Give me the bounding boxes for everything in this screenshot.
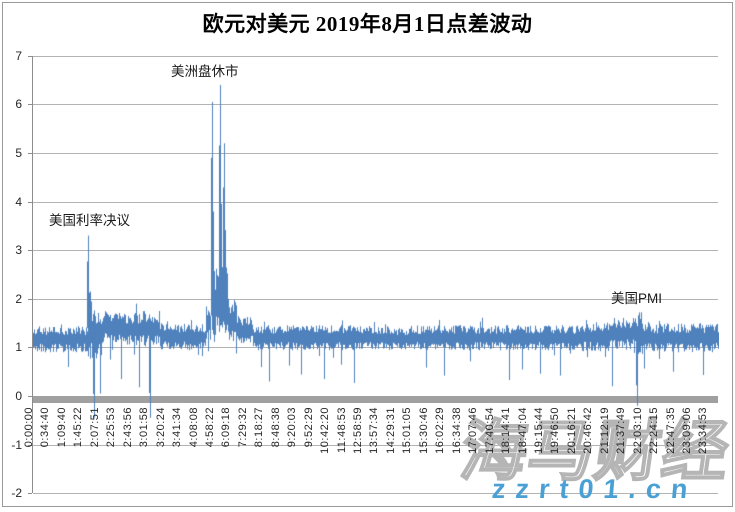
x-tick-label: 3:41:34 — [171, 407, 184, 448]
x-tick-label: 1:45:22 — [72, 407, 85, 448]
y-tick-mark — [28, 104, 32, 106]
x-tick-label: 14:29:31 — [384, 407, 397, 454]
y-tick-label: 4 — [15, 194, 22, 209]
y-tick-mark — [28, 444, 32, 446]
x-tick-label: 4:58:22 — [203, 407, 216, 448]
y-tick-mark — [28, 153, 32, 154]
y-tick-mark — [28, 493, 32, 495]
x-tick-label: 11:48:53 — [335, 407, 348, 454]
x-tick-label: 21:12:19 — [598, 407, 611, 454]
y-tick-mark — [28, 250, 32, 252]
x-tick-label: 22:47:35 — [664, 407, 677, 454]
x-tick-label: 22:03:10 — [631, 407, 644, 454]
x-tick-label: 17:07:46 — [467, 407, 480, 454]
x-tick-label: 7:29:32 — [236, 407, 249, 448]
x-tick-label: 23:09:06 — [681, 407, 693, 454]
x-tick-label: 6:09:18 — [220, 407, 233, 448]
x-tick-label: 2:25:53 — [105, 407, 118, 448]
x-tick-label: 18:47:04 — [516, 407, 529, 454]
x-tick-label: 20:46:42 — [582, 407, 595, 454]
annotation-market-close: 美洲盘休市 — [171, 64, 239, 79]
series-canvas — [33, 48, 719, 460]
y-tick-label: -2 — [11, 486, 22, 501]
y-tick-mark — [28, 347, 32, 349]
x-tick-label: 4:08:08 — [187, 407, 200, 448]
chart-title: 欧元对美元 2019年8月1日点差波动 — [202, 12, 533, 36]
y-tick-mark — [28, 298, 32, 300]
y-tick-label: 2 — [15, 291, 22, 306]
x-tick-label: 12:58:59 — [352, 407, 364, 454]
x-tick-label: 16:02:29 — [434, 407, 447, 454]
x-tick-label: 0:34:40 — [39, 407, 52, 448]
x-tick-label: 2:43:56 — [121, 407, 134, 448]
x-tick-label: 22:24:15 — [648, 407, 661, 454]
watermark-url: zzrt01.cn — [490, 474, 699, 504]
x-tick-label: 9:20:03 — [286, 407, 299, 448]
x-tick-label: 19:46:50 — [549, 407, 562, 454]
y-tick-mark — [28, 55, 32, 57]
x-tick-label: 1:09:40 — [55, 407, 68, 448]
annotation-us-pmi: 美国PMI — [611, 291, 663, 306]
x-tick-label: 13:57:34 — [368, 407, 381, 454]
x-tick-label: 9:52:29 — [302, 407, 315, 448]
y-axis-line — [32, 55, 33, 494]
x-tick-label: 16:34:38 — [450, 407, 463, 454]
x-tick-label: 8:18:27 — [253, 407, 266, 448]
x-tick-label: 19:15:44 — [532, 407, 545, 454]
x-tick-label: 18:14:41 — [500, 407, 513, 454]
x-tick-label: 8:48:38 — [269, 407, 282, 448]
y-tick-label: 0 — [15, 389, 22, 403]
y-tick-label: 1 — [15, 340, 22, 355]
y-tick-label: 3 — [15, 243, 22, 258]
gridline — [33, 493, 718, 495]
x-tick-label: 21:37:49 — [615, 407, 628, 454]
annotation-rate-decision: 美国利率决议 — [49, 213, 130, 228]
x-tick-label: 17:40:54 — [483, 407, 496, 454]
y-tick-mark — [28, 201, 32, 203]
x-tick-label: 20:16:21 — [565, 407, 578, 454]
x-tick-label: 23:34:53 — [697, 407, 710, 454]
x-tick-label: 3:01:58 — [138, 407, 151, 448]
x-tick-label: 0:00:00 — [23, 407, 35, 448]
y-tick-mark — [28, 396, 32, 397]
y-tick-label: 5 — [15, 146, 22, 160]
x-tick-label: 3:20:24 — [154, 407, 167, 448]
y-tick-label: -1 — [11, 437, 22, 452]
y-tick-label: 6 — [15, 97, 22, 112]
y-tick-label: 7 — [15, 48, 22, 63]
x-tick-label: 2:07:51 — [88, 407, 101, 448]
x-tick-label: 15:01:05 — [401, 407, 414, 454]
x-tick-label: 15:30:46 — [417, 407, 430, 454]
x-tick-label: 10:42:20 — [319, 407, 332, 454]
